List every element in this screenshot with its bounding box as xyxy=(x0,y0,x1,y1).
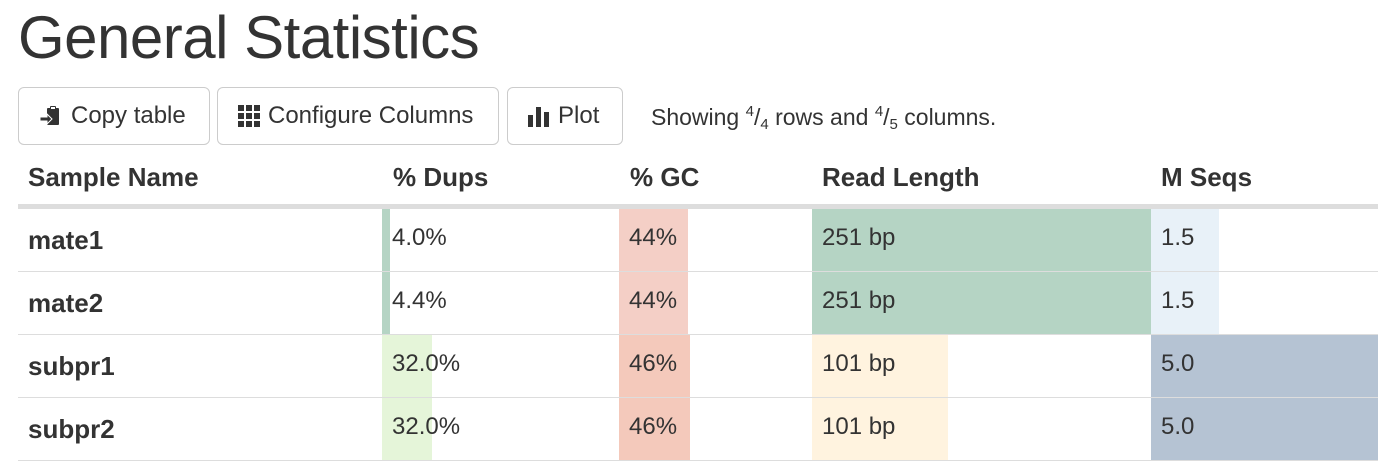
sample-name-cell: subpr2 xyxy=(28,414,115,444)
gc-value: 46% xyxy=(629,350,678,377)
column-header-read-length[interactable]: Read Length xyxy=(822,162,980,192)
configure-columns-button[interactable]: Configure Columns xyxy=(217,87,499,145)
showing-suffix: columns. xyxy=(897,104,997,130)
dups-value: 32.0% xyxy=(392,350,461,377)
table-row: mate1 4.0% 44% 251 bp 1.5 xyxy=(18,209,1378,272)
column-header-dups[interactable]: % Dups xyxy=(393,162,489,192)
read-length-value: 101 bp xyxy=(822,350,896,377)
gc-value: 44% xyxy=(629,224,678,251)
dups-bar xyxy=(382,398,432,460)
sample-name-cell: subpr1 xyxy=(28,351,115,381)
configure-columns-label: Configure Columns xyxy=(268,102,474,129)
table-body: mate1 4.0% 44% 251 bp 1.5 mate2 4.4% 44% 251 bp 1… xyxy=(18,209,1378,461)
gc-bar xyxy=(619,209,688,271)
gc-bar xyxy=(619,272,688,334)
sample-name-cell: mate1 xyxy=(28,225,104,255)
mseqs-value: 1.5 xyxy=(1161,287,1195,314)
dups-value: 4.0% xyxy=(392,224,447,251)
showing-middle: rows and xyxy=(768,104,875,130)
table-row: subpr2 32.0% 46% 101 bp 5.0 xyxy=(18,398,1378,461)
copy-table-label: Copy table xyxy=(71,102,186,129)
grid-icon xyxy=(238,105,260,127)
mseqs-value: 5.0 xyxy=(1161,413,1195,440)
page-title: General Statistics xyxy=(18,4,480,71)
columns-total-count: 5 xyxy=(889,116,898,133)
read-length-value: 251 bp xyxy=(822,287,896,314)
copy-table-button[interactable]: Copy table xyxy=(18,87,210,145)
plot-button[interactable]: Plot xyxy=(507,87,623,145)
read-length-value: 101 bp xyxy=(822,413,896,440)
sample-name-cell: mate2 xyxy=(28,288,104,318)
column-header-m-seqs[interactable]: M Seqs xyxy=(1161,162,1253,192)
table-row: mate2 4.4% 44% 251 bp 1.5 xyxy=(18,272,1378,335)
table-summary-text: Showing 4/4 rows and 4/5 columns. xyxy=(651,103,997,133)
dups-bar xyxy=(382,209,390,271)
column-header-gc[interactable]: % GC xyxy=(630,162,700,192)
gc-value: 46% xyxy=(629,413,678,440)
clipboard-icon xyxy=(39,106,59,126)
mseqs-bar xyxy=(1151,398,1378,460)
dups-value: 4.4% xyxy=(392,287,447,314)
dups-bar xyxy=(382,335,432,397)
dups-bar xyxy=(382,272,390,334)
table-row: subpr1 32.0% 46% 101 bp 5.0 xyxy=(18,335,1378,398)
rows-shown-count: 4 xyxy=(745,103,754,120)
read-length-bar xyxy=(812,335,948,397)
read-length-bar xyxy=(812,272,1151,334)
mseqs-value: 5.0 xyxy=(1161,350,1195,377)
read-length-value: 251 bp xyxy=(822,224,896,251)
mseqs-bar xyxy=(1151,335,1378,397)
mseqs-bar xyxy=(1151,272,1219,334)
gc-bar xyxy=(619,335,690,397)
gc-bar xyxy=(619,398,690,460)
mseqs-value: 1.5 xyxy=(1161,224,1195,251)
showing-prefix: Showing xyxy=(651,104,746,130)
general-statistics-table: Sample Name % Dups % GC Read Length M Se… xyxy=(18,150,1378,461)
bar-chart-icon xyxy=(528,107,549,127)
dups-value: 32.0% xyxy=(392,413,461,440)
rows-total-count: 4 xyxy=(760,116,769,133)
table-header: Sample Name % Dups % GC Read Length M Se… xyxy=(18,150,1378,209)
gc-value: 44% xyxy=(629,287,678,314)
columns-shown-count: 4 xyxy=(874,103,884,120)
mseqs-bar xyxy=(1151,209,1219,271)
read-length-bar xyxy=(812,398,948,460)
plot-label: Plot xyxy=(558,102,600,129)
column-header-sample-name[interactable]: Sample Name xyxy=(28,162,199,192)
read-length-bar xyxy=(812,209,1151,271)
